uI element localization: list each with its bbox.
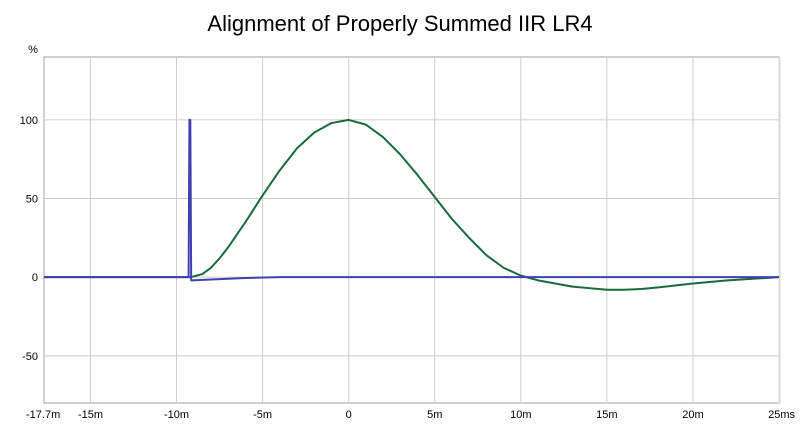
y-unit-label: % xyxy=(28,44,38,56)
series-line-1 xyxy=(44,118,780,291)
x-tick-label: 25ms xyxy=(768,409,795,421)
x-tick-label: 15m xyxy=(596,409,617,421)
tick-labels: -17.7m -15m -10m -5m 0 5m 10m 15m 20m 25ms 100 50 0 -… xyxy=(20,115,796,421)
y-tick-label: -50 xyxy=(22,351,38,363)
x-tick-label: -10m xyxy=(164,409,189,421)
plot-area xyxy=(43,56,780,404)
x-tick-label: 0 xyxy=(346,409,352,421)
chart-title: Alignment of Properly Summed IIR LR4 xyxy=(207,11,592,36)
y-tick-label: 0 xyxy=(32,272,38,284)
y-tick-label: 50 xyxy=(26,194,38,206)
x-tick-label: -5m xyxy=(253,409,272,421)
x-tick-label: 10m xyxy=(510,409,531,421)
series-line-2 xyxy=(44,118,779,282)
y-tick-label: 100 xyxy=(20,115,38,127)
x-tick-label: -17.7m xyxy=(26,409,60,421)
x-tick-label: -15m xyxy=(78,409,103,421)
x-tick-label: 5m xyxy=(427,409,442,421)
x-tick-label: 20m xyxy=(682,409,703,421)
series-lines xyxy=(44,118,780,291)
